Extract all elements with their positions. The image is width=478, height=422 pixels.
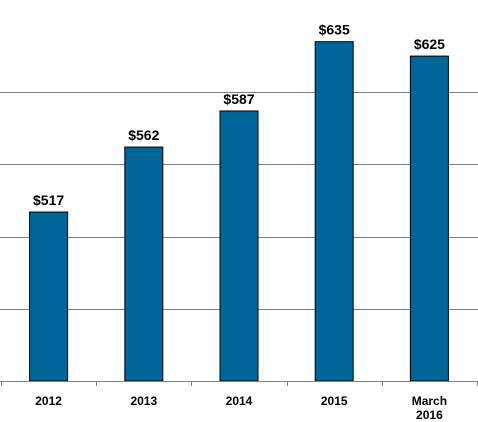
x-tick-label: 2012 — [35, 394, 62, 408]
data-label: $635 — [319, 22, 350, 38]
x-tick-labels: 2012 2013 2014 2015 March 2016 — [35, 394, 447, 422]
bar-march-2016 — [409, 55, 449, 382]
data-label: $625 — [414, 36, 445, 52]
x-tick-label: 2015 — [321, 394, 348, 408]
value-labels: $517 $562 $587 $635 $625 — [33, 22, 445, 208]
x-tick-label: 2013 — [130, 394, 157, 408]
bar-2012 — [29, 211, 69, 382]
bar-2015 — [314, 41, 354, 382]
x-tick-label: 2014 — [226, 394, 253, 408]
bar-2013 — [124, 146, 164, 382]
x-axis — [0, 381, 478, 386]
data-label: $562 — [128, 127, 159, 143]
bar-2014 — [219, 110, 259, 382]
x-tick-label: March 2016 — [412, 394, 447, 422]
data-label: $587 — [223, 91, 254, 107]
data-label: $517 — [33, 192, 64, 208]
